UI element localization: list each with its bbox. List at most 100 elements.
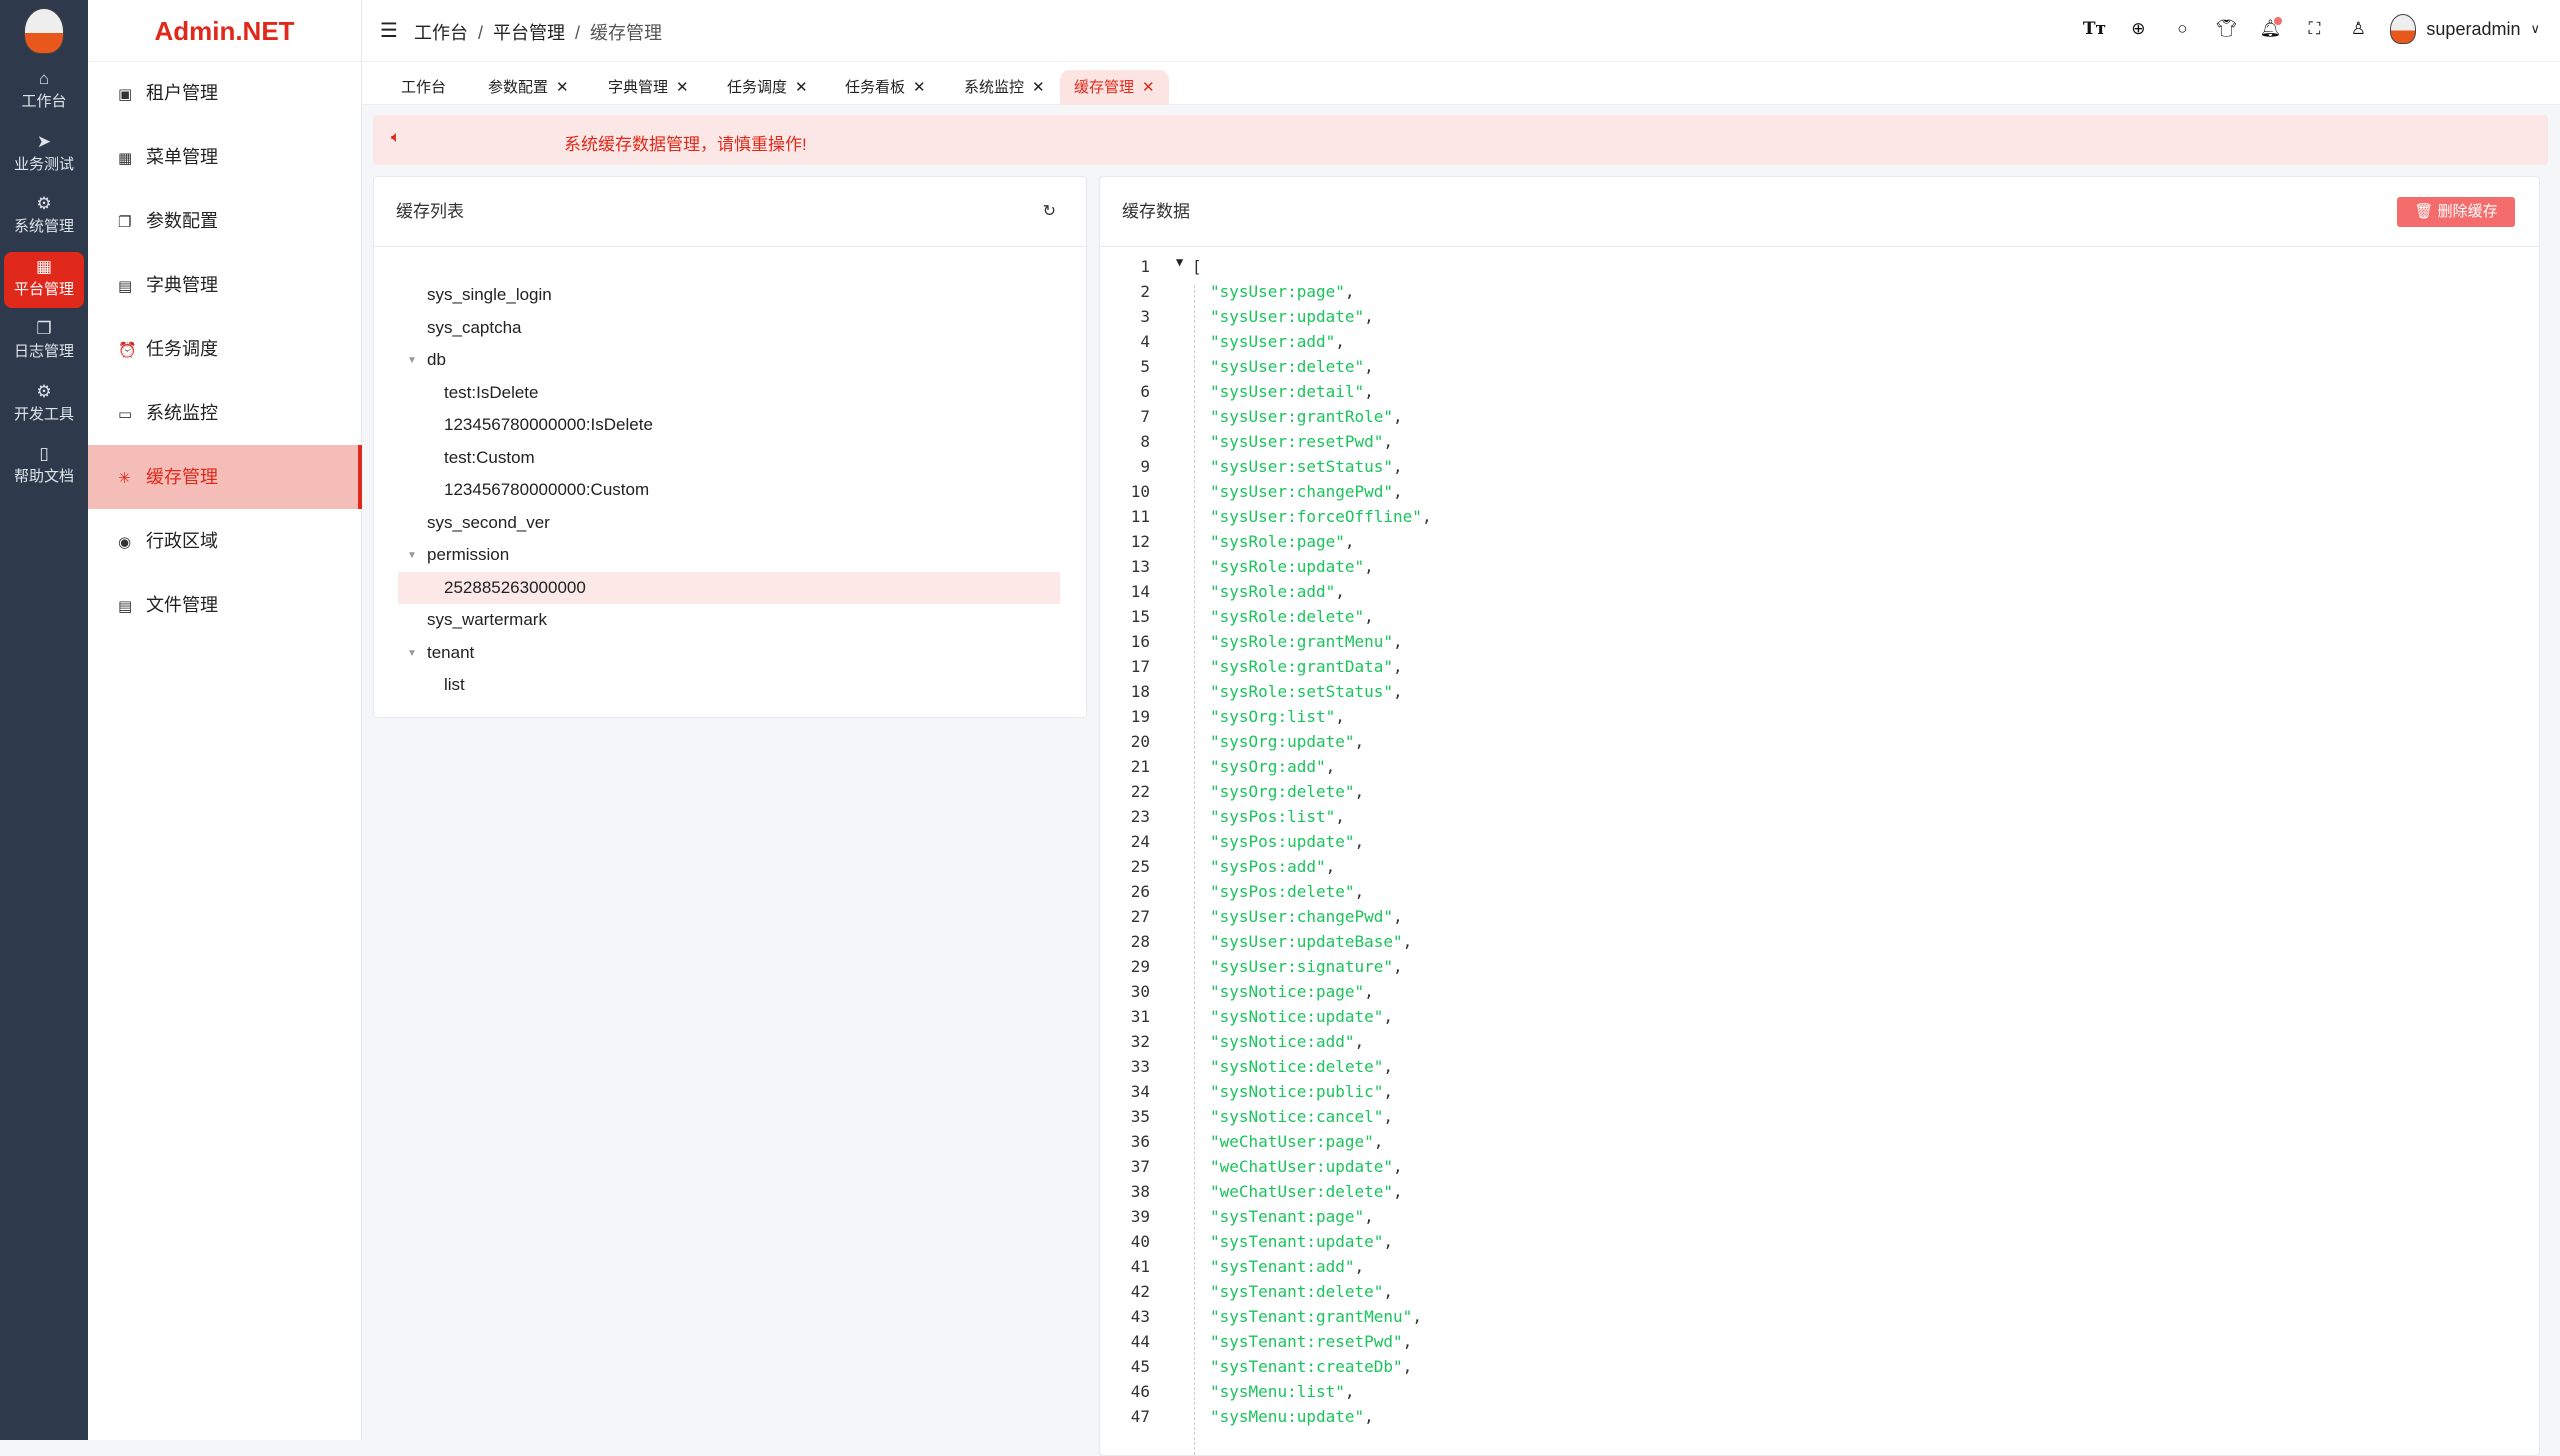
sidebar-item[interactable]: ▦ 菜单管理: [88, 125, 362, 189]
tree-node[interactable]: tenant: [427, 642, 475, 662]
line-number: 38: [1130, 1182, 1150, 1201]
close-icon[interactable]: ✕: [556, 79, 569, 96]
rail-item[interactable]: ⚙ 开发工具: [4, 377, 84, 433]
line-number: 30: [1130, 982, 1150, 1001]
line-number: 22: [1130, 782, 1150, 801]
user-icon[interactable]: ♙: [2350, 19, 2367, 38]
tree-node[interactable]: permission: [427, 545, 510, 564]
close-icon[interactable]: ✕: [1032, 79, 1045, 96]
tree-node[interactable]: test:IsDelete: [444, 382, 539, 402]
rail-item[interactable]: ⚙ 系统管理: [4, 189, 84, 245]
sidebar-item[interactable]: ▣ 租户管理: [88, 61, 362, 125]
code-line: "sysMenu:update",: [1210, 1407, 1374, 1426]
rail-item[interactable]: ➤ 业务测试: [4, 127, 84, 183]
rail-item-label: 平台管理: [13, 280, 74, 298]
line-number: 44: [1130, 1332, 1150, 1351]
copy-icon: ❐: [36, 319, 52, 338]
sidebar-item[interactable]: ✳ 缓存管理: [88, 445, 362, 509]
code-line: "sysRole:grantMenu",: [1210, 632, 1403, 651]
line-number: 20: [1130, 732, 1150, 751]
line-number: 40: [1130, 1232, 1150, 1251]
code-line: "sysPos:list",: [1210, 807, 1345, 826]
close-icon[interactable]: ✕: [795, 79, 808, 96]
rail-item[interactable]: ❐ 日志管理: [4, 314, 84, 370]
sidebar-item[interactable]: ▤ 文件管理: [88, 573, 362, 637]
tab[interactable]: 系统监控 ✕: [950, 70, 1059, 105]
tab-label: 系统监控: [964, 79, 1025, 96]
tree-node[interactable]: sys_wartermark: [427, 610, 547, 629]
tree-node[interactable]: 252885263000000: [444, 577, 586, 597]
line-number: 8: [1140, 432, 1150, 451]
code-line: [: [1192, 257, 1202, 276]
language-icon[interactable]: ⊕: [2131, 19, 2146, 38]
close-icon[interactable]: ✕: [913, 79, 926, 96]
tab[interactable]: 参数配置 ✕: [474, 70, 583, 105]
tree-node[interactable]: 123456780000000:IsDelete: [444, 415, 653, 434]
code-line: "sysNotice:update",: [1210, 1007, 1394, 1026]
selected-row-highlight: [398, 571, 1060, 604]
breadcrumb-item[interactable]: 工作台: [414, 23, 468, 43]
caret-down-icon[interactable]: ▼: [407, 355, 417, 366]
line-number: 15: [1130, 607, 1150, 626]
code-line: "sysPos:delete",: [1210, 882, 1365, 901]
rail-item[interactable]: ⌂ 工作台: [4, 64, 84, 120]
card-title: 缓存数据: [1122, 202, 1190, 221]
line-number: 24: [1130, 832, 1150, 851]
tree-node[interactable]: 123456780000000:Custom: [444, 480, 650, 499]
font-size-icon[interactable]: Tт: [2082, 19, 2107, 39]
sidebar-item[interactable]: ◉ 行政区域: [88, 509, 362, 573]
tab[interactable]: 工作台: [387, 70, 460, 105]
line-number: 6: [1140, 382, 1150, 401]
menu-icon: ✳: [118, 470, 131, 487]
sidebar-item[interactable]: ⏰ 任务调度: [88, 317, 362, 381]
rail-item[interactable]: ▯ 帮助文档: [4, 439, 84, 495]
menu-icon: ▤: [118, 598, 133, 615]
caret-down-icon[interactable]: ▼: [407, 647, 417, 659]
tree-node[interactable]: sys_captcha: [427, 317, 522, 337]
warning-alert: 🔈︎ 系统缓存数据管理，请慎重操作!: [373, 115, 2548, 165]
tree-node[interactable]: test:Custom: [444, 447, 535, 467]
code-line: "sysTenant:page",: [1210, 1207, 1374, 1226]
sidebar-item[interactable]: ▭ 系统监控: [88, 381, 362, 445]
refresh-icon[interactable]: ↻: [1042, 203, 1056, 220]
sidebar-item-label: 参数配置: [146, 211, 218, 231]
sidebar-item[interactable]: ❐ 参数配置: [88, 189, 362, 253]
user-menu[interactable]: superadmin ∨: [2390, 14, 2540, 44]
tree-node[interactable]: sys_second_ver: [427, 512, 550, 532]
breadcrumb-item[interactable]: 平台管理: [493, 23, 566, 43]
tab-label: 任务调度: [727, 79, 788, 96]
sidebar-item-label: 字典管理: [146, 275, 218, 295]
tree-node[interactable]: sys_single_login: [427, 285, 552, 304]
tab[interactable]: 任务看板 ✕: [831, 70, 940, 105]
collapse-caret-icon[interactable]: ▼: [1176, 255, 1184, 269]
close-icon[interactable]: ✕: [676, 79, 689, 96]
cache-list-card: 缓存列表 ↻ sys_single_login sys_captcha ▼ db test…: [373, 176, 1087, 718]
code-line: "sysUser:updateBase",: [1210, 932, 1413, 951]
breadcrumb: 工作台 / 平台管理 / 缓存管理: [414, 23, 663, 43]
caret-down-icon[interactable]: ▼: [407, 550, 417, 561]
line-number: 46: [1130, 1382, 1150, 1401]
rail-item-label: 系统管理: [13, 218, 74, 235]
close-icon[interactable]: ✕: [1142, 79, 1155, 96]
skin-icon[interactable]: 👕︎: [2215, 19, 2238, 38]
tab-label: 工作台: [401, 79, 447, 96]
tree-node[interactable]: db: [427, 350, 446, 369]
fullscreen-icon[interactable]: ⛶: [2308, 19, 2321, 38]
sidebar-item[interactable]: ▤ 字典管理: [88, 253, 362, 317]
rail-item[interactable]: ▦ 平台管理: [4, 251, 84, 308]
code-line: "sysPos:update",: [1210, 832, 1365, 851]
tab[interactable]: 字典管理 ✕: [594, 70, 703, 105]
code-line: "sysUser:changePwd",: [1210, 907, 1403, 926]
tab[interactable]: 缓存管理 ✕: [1060, 70, 1169, 105]
tab[interactable]: 任务调度 ✕: [713, 70, 822, 105]
cache-data-card: 缓存数据 🗑︎ 删除缓存 1 ▼ [2 "sysUser:page", 3 "sysUse…: [1099, 176, 2540, 1456]
code-line: "sysUser:setStatus",: [1210, 457, 1403, 476]
search-icon[interactable]: ○: [2177, 19, 2188, 38]
menu-toggle-icon[interactable]: ☰: [380, 20, 398, 42]
code-line: "sysPos:add",: [1210, 857, 1336, 876]
delete-cache-button[interactable]: 🗑︎ 删除缓存: [2397, 197, 2515, 227]
line-number: 21: [1130, 757, 1150, 776]
tree-node[interactable]: list: [444, 675, 465, 694]
bell-icon[interactable]: 🔔︎: [2259, 17, 2283, 38]
line-number: 47: [1130, 1407, 1150, 1426]
